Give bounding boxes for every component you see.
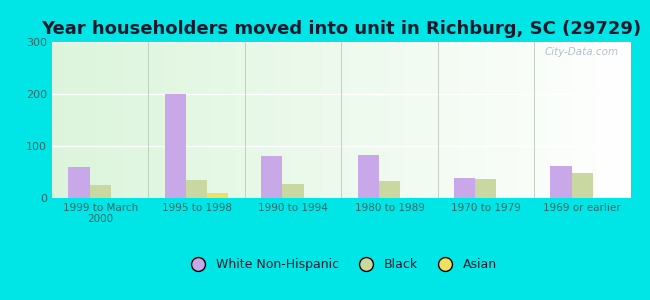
Bar (379, 181, 400, 198)
Title: Year householders moved into unit in Richburg, SC (29729): Year householders moved into unit in Ric… (41, 20, 642, 38)
Bar (90, 185, 110, 198)
Bar (207, 193, 228, 198)
Bar (358, 155, 379, 198)
Bar (551, 166, 572, 198)
Bar (475, 179, 497, 198)
Text: City-Data.com: City-Data.com (545, 47, 619, 57)
Bar (454, 178, 475, 198)
Bar (165, 94, 186, 198)
Bar (68, 167, 90, 198)
Bar (283, 184, 304, 198)
Bar (572, 173, 593, 198)
Bar (186, 180, 207, 198)
Bar (261, 156, 283, 198)
Legend: White Non-Hispanic, Black, Asian: White Non-Hispanic, Black, Asian (181, 253, 502, 276)
